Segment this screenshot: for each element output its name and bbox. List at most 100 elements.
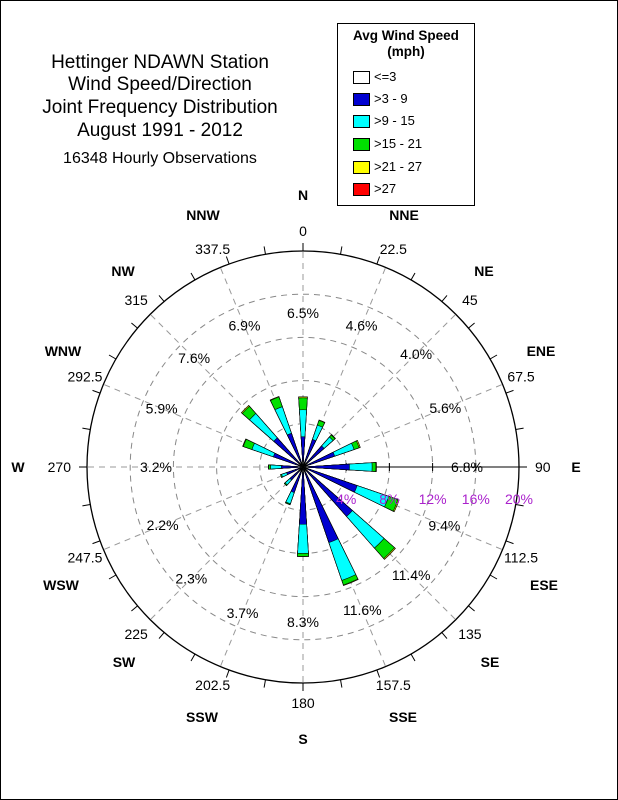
compass-tick [190, 272, 196, 281]
petal-segment [289, 466, 304, 481]
compass-tick [376, 669, 381, 678]
direction-degree-label: 112.5 [504, 549, 538, 565]
radial-tick-label: 20% [505, 491, 533, 507]
direction-percent-label: 5.6% [429, 400, 461, 416]
compass-label: SSW [186, 709, 219, 725]
chart-title-line-3: Joint Frequency Distribution [42, 97, 278, 118]
compass-tick [340, 246, 343, 255]
compass-label: NNE [389, 207, 419, 223]
compass-tick [158, 632, 165, 639]
compass-tick [131, 322, 138, 329]
chart-title-line-1: Hettinger NDAWN Station [51, 52, 269, 73]
compass-tick [441, 295, 448, 302]
legend-label: <=3 [374, 69, 397, 84]
legend-item: <=3 [353, 69, 397, 85]
petal-segment [302, 465, 307, 468]
direction-degree-label: 45 [462, 292, 478, 308]
legend-swatch [353, 183, 370, 197]
compass-label: SW [113, 654, 136, 670]
compass-label: NW [111, 263, 135, 279]
direction-percent-label: 6.8% [451, 459, 483, 475]
direction-percent-label: 6.9% [228, 318, 260, 334]
legend-swatch [353, 93, 370, 107]
legend-item: >21 - 27 [353, 159, 423, 175]
legend-label: >3 - 9 [374, 91, 408, 106]
petal-segment [302, 466, 339, 543]
direction-percent-label: 7.6% [178, 350, 210, 366]
direction-degree-label: 157.5 [376, 677, 411, 693]
direction-degree-label: 135 [458, 626, 482, 642]
petal-segment [272, 452, 304, 468]
compass-tick [410, 653, 416, 662]
legend-swatch [353, 115, 370, 129]
compass-tick [410, 272, 416, 281]
compass-tick [108, 574, 117, 580]
compass-tick [468, 605, 475, 612]
compass-label: N [298, 187, 308, 203]
radial-tick-label: 4% [336, 491, 356, 507]
compass-tick [515, 427, 524, 430]
petal-segment [299, 466, 307, 525]
compass-tick [340, 679, 343, 688]
petal-segment [302, 463, 350, 471]
compass-tick [505, 540, 514, 545]
direction-degree-label: 180 [291, 695, 315, 711]
direction-percent-label: 2.2% [147, 517, 179, 533]
compass-label: SE [481, 654, 500, 670]
direction-degree-label: 202.5 [195, 677, 230, 693]
compass-label: S [298, 731, 307, 747]
legend-label: >27 [374, 181, 397, 196]
legend-swatch [353, 138, 370, 152]
compass-tick [82, 504, 91, 507]
compass-label: W [11, 459, 25, 475]
legend-title: Avg Wind Speed (mph) [338, 28, 474, 60]
compass-tick [489, 574, 498, 580]
legend-swatch [353, 71, 370, 85]
grid-spoke [149, 466, 304, 621]
legend-item: >3 - 9 [353, 91, 408, 107]
direction-percent-label: 11.4% [392, 567, 431, 583]
compass-label: ESE [530, 577, 558, 593]
radial-tick-label: 8% [379, 491, 399, 507]
petal-segment [302, 451, 336, 468]
legend-item: >9 - 15 [353, 114, 415, 129]
compass-tick [82, 427, 91, 430]
petal-segment [286, 432, 304, 468]
compass-tick [158, 295, 165, 302]
compass-tick [225, 669, 230, 678]
petal-segment [301, 463, 304, 468]
legend-item: >27 [353, 181, 397, 197]
direction-percent-label: 8.3% [287, 614, 319, 630]
direction-percent-label: 3.7% [227, 605, 259, 621]
direction-percent-label: 11.6% [343, 602, 382, 618]
compass-tick [225, 256, 230, 265]
direction-percent-label: 2.3% [175, 571, 207, 587]
legend-label: >21 - 27 [374, 159, 423, 174]
petal-segment [300, 436, 306, 468]
compass-tick [131, 605, 138, 612]
direction-degree-label: 247.5 [67, 549, 102, 565]
direction-degree-label: 292.5 [67, 369, 102, 385]
compass-tick [515, 504, 524, 507]
chart-subtitle: 16348 Hourly Observations [63, 150, 257, 167]
legend-title-line-2: (mph) [387, 44, 425, 59]
compass-tick [468, 322, 475, 329]
direction-percent-label: 9.4% [428, 518, 460, 534]
compass-tick [263, 679, 266, 688]
direction-percent-label: 3.2% [140, 459, 172, 475]
petal-segment [302, 445, 325, 468]
direction-degree-label: 67.5 [507, 369, 534, 385]
legend-title-line-1: Avg Wind Speed [353, 28, 459, 43]
direction-percent-label: 4.6% [346, 318, 378, 334]
direction-degree-label: 0 [299, 223, 307, 239]
direction-degree-label: 315 [124, 292, 148, 308]
compass-label: SSE [389, 709, 417, 725]
petal-segment [281, 465, 304, 469]
petal-segment [302, 466, 353, 517]
legend: Avg Wind Speed (mph) <=3 >3 - 9 >9 - 15 … [337, 23, 475, 206]
direction-degree-label: 225 [124, 626, 148, 642]
compass-tick [505, 389, 514, 394]
compass-label: NNW [186, 207, 220, 223]
direction-degree-label: 270 [48, 459, 72, 475]
